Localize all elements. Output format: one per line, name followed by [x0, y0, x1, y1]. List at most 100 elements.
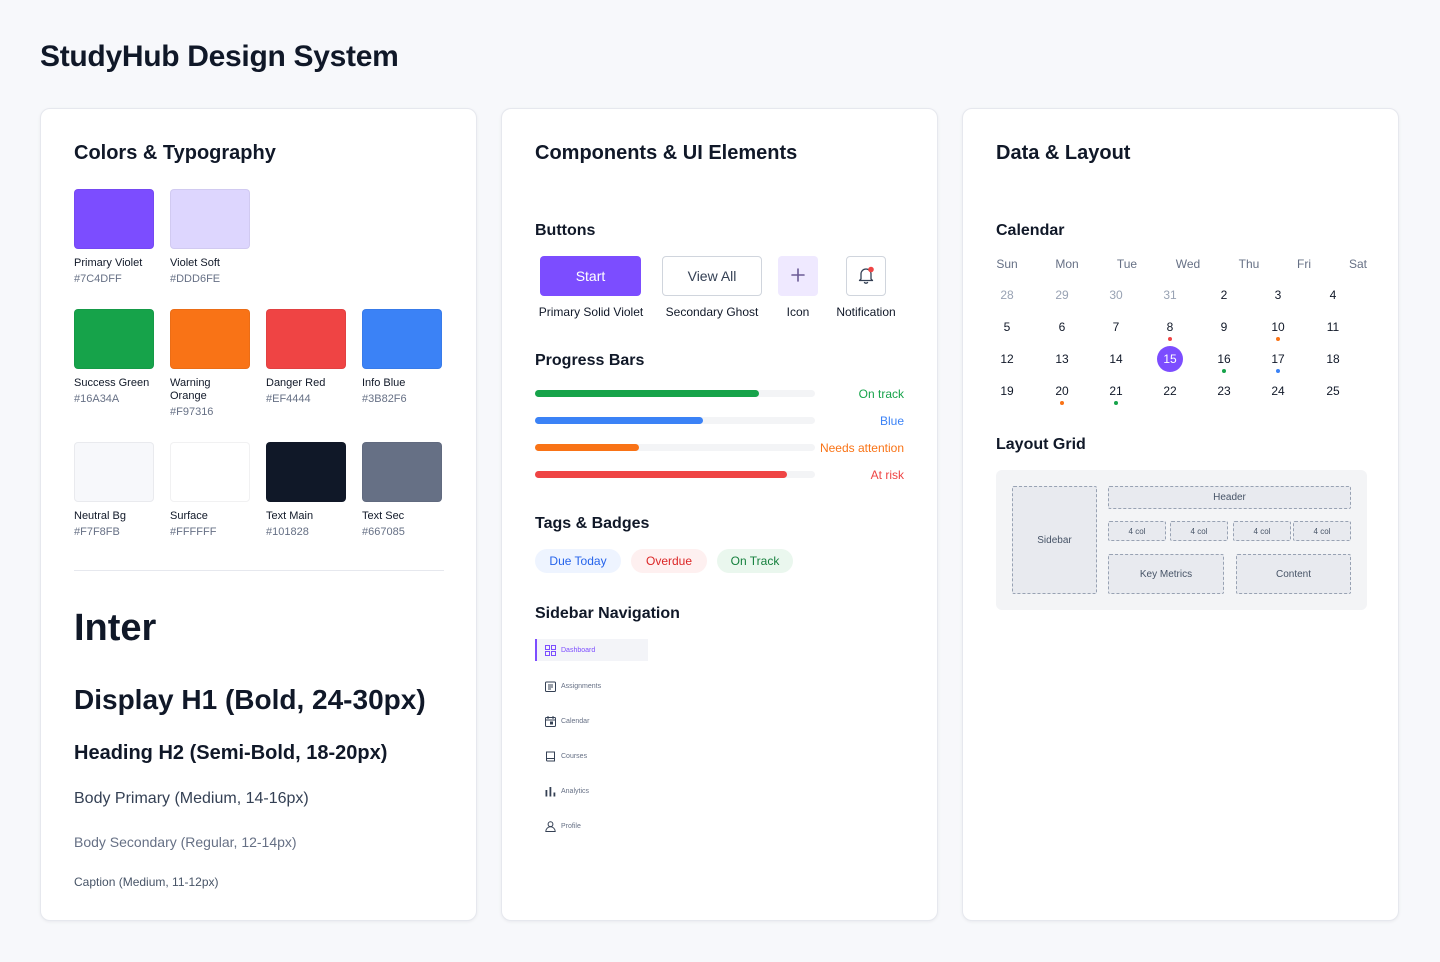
calendar-day[interactable]: 2: [1220, 288, 1228, 302]
calendar-day[interactable]: 9: [1220, 320, 1228, 334]
swatch-violet-soft: Violet Soft #DDD6FE: [170, 189, 250, 286]
body-primary-sample: Body Primary (Medium, 14-16px): [74, 790, 309, 807]
section-title-sidebar-nav: Sidebar Navigation: [535, 605, 680, 622]
nav-item-analytics[interactable]: Analytics: [535, 780, 648, 802]
nav-item-calendar[interactable]: Calendar: [535, 710, 648, 732]
layout-col-block: 4 col: [1233, 521, 1291, 541]
calendar-day[interactable]: 11: [1326, 320, 1340, 334]
swatch-chip: [74, 189, 154, 249]
components-card: Components & UI Elements Buttons Start V…: [501, 108, 938, 921]
swatch-warning-orange: Warning Orange #F97316: [170, 309, 250, 419]
swatch-name: Surface: [170, 510, 208, 522]
progress-fill: [535, 390, 759, 397]
calendar-day[interactable]: 31: [1163, 288, 1177, 302]
calendar-day[interactable]: 4: [1329, 288, 1337, 302]
calendar-day[interactable]: 29: [1055, 288, 1069, 302]
calendar-day[interactable]: 20: [1055, 384, 1069, 398]
calendar-day[interactable]: 24: [1271, 384, 1285, 398]
calendar-day[interactable]: 19: [1000, 384, 1014, 398]
swatch-hex: #F7F8FB: [74, 526, 120, 538]
nav-item-assignments[interactable]: Assignments: [535, 675, 648, 697]
nav-label: Calendar: [561, 717, 590, 725]
swatch-chip: [362, 442, 442, 502]
colors-typography-card: Colors & Typography Primary Violet #7C4D…: [40, 108, 477, 921]
layout-content-block: Content: [1236, 554, 1351, 594]
tag-overdue: Overdue: [631, 549, 707, 573]
calendar-day[interactable]: 18: [1326, 352, 1340, 366]
event-dot: [1114, 401, 1118, 405]
swatch-hex: #101828: [266, 526, 309, 538]
swatch-danger-red: Danger Red #EF4444: [266, 309, 346, 406]
swatch-hex: #DDD6FE: [170, 273, 221, 285]
calendar-day[interactable]: 5: [1003, 320, 1011, 334]
calendar-day[interactable]: 12: [1000, 352, 1014, 366]
calendar-day[interactable]: 16: [1217, 352, 1231, 366]
swatch-chip: [170, 309, 250, 369]
notification-button[interactable]: [846, 256, 886, 296]
calendar-day[interactable]: 28: [1000, 288, 1014, 302]
start-button[interactable]: Start: [540, 256, 641, 296]
calendar-day[interactable]: 10: [1271, 320, 1285, 334]
calendar-day[interactable]: 22: [1163, 384, 1177, 398]
swatch-name: Primary Violet: [74, 257, 143, 269]
event-dot: [1168, 337, 1172, 341]
swatch-name: Warning Orange: [170, 377, 211, 402]
calendar-day[interactable]: 15: [1157, 346, 1183, 372]
swatch-name: Danger Red: [266, 377, 326, 389]
nav-item-dashboard[interactable]: Dashboard: [535, 639, 648, 661]
progress-bar: [535, 417, 815, 424]
progress-label: At risk: [870, 468, 904, 482]
nav-item-courses[interactable]: Courses: [535, 745, 648, 767]
swatch-hex: #EF4444: [266, 393, 311, 405]
user-icon: [544, 820, 556, 832]
layout-col-block: 4 col: [1293, 521, 1351, 541]
calendar-day[interactable]: 8: [1166, 320, 1174, 334]
swatch-chip: [74, 309, 154, 369]
calendar-day[interactable]: 25: [1326, 384, 1340, 398]
swatch-text-main: Text Main #101828: [266, 442, 346, 539]
section-title-tags: Tags & Badges: [535, 515, 650, 532]
book-icon: [544, 750, 556, 762]
layout-col-block: 4 col: [1170, 521, 1228, 541]
card-title: Components & UI Elements: [535, 142, 798, 164]
swatch-info-blue: Info Blue #3B82F6: [362, 309, 442, 406]
swatch-hex: #FFFFFF: [170, 526, 217, 538]
section-title-calendar: Calendar: [996, 222, 1065, 239]
progress-bar: [535, 471, 815, 478]
layout-grid-preview: Sidebar Header 4 col 4 col 4 col 4 col K…: [996, 470, 1367, 610]
swatch-success-green: Success Green #16A34A: [74, 309, 154, 406]
display-h1-sample: Display H1 (Bold, 24-30px): [74, 684, 426, 715]
nav-label: Assignments: [561, 682, 602, 690]
event-dot: [1222, 369, 1226, 373]
nav-label: Profile: [561, 822, 581, 830]
bar-chart-icon: [544, 785, 556, 797]
layout-col-block: 4 col: [1108, 521, 1166, 541]
swatch-name: Success Green: [74, 377, 150, 389]
calendar-day[interactable]: 23: [1217, 384, 1231, 398]
swatch-name: Neutral Bg: [74, 510, 126, 522]
add-icon-button[interactable]: [778, 256, 818, 296]
calendar-day[interactable]: 6: [1058, 320, 1066, 334]
data-layout-card: Data & Layout Calendar Layout Grid Sideb…: [962, 108, 1399, 921]
swatch-hex: #7C4DFF: [74, 273, 122, 285]
button-caption: Primary Solid Violet: [538, 305, 644, 319]
swatch-name: Info Blue: [362, 377, 406, 389]
progress-fill: [535, 471, 787, 478]
card-title: Data & Layout: [996, 142, 1131, 164]
calendar-day[interactable]: 7: [1112, 320, 1120, 334]
swatch-hex: #3B82F6: [362, 393, 407, 405]
nav-item-profile[interactable]: Profile: [535, 815, 648, 837]
calendar-day[interactable]: 14: [1109, 352, 1123, 366]
section-title-buttons: Buttons: [535, 222, 596, 239]
calendar-day[interactable]: 13: [1055, 352, 1069, 366]
view-all-button[interactable]: View All: [662, 256, 762, 296]
font-name: Inter: [74, 607, 157, 649]
calendar-day[interactable]: 30: [1109, 288, 1123, 302]
divider: [74, 570, 444, 571]
calendar-day[interactable]: 21: [1109, 384, 1123, 398]
calendar-day[interactable]: 3: [1274, 288, 1282, 302]
nav-label: Dashboard: [561, 646, 596, 654]
calendar-day[interactable]: 17: [1271, 352, 1285, 366]
swatch-chip: [170, 442, 250, 502]
weekday-label: Tue: [1116, 257, 1138, 271]
